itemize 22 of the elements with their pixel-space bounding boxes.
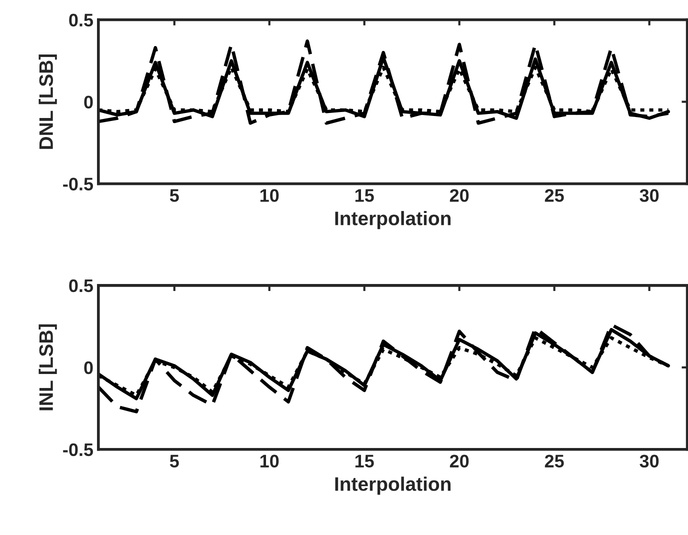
x-tick-label: 30 (640, 454, 659, 468)
x-axis-title: Interpolation (335, 211, 451, 230)
x-tick-label: 5 (170, 189, 179, 202)
y-tick-label: -0.5 (63, 178, 94, 190)
x-tick-label: 30 (640, 189, 659, 202)
x-tick-label: 25 (544, 454, 564, 468)
x-tick-label: 10 (260, 189, 279, 202)
y-tick-label: 0.5 (69, 14, 94, 27)
x-tick-label: 25 (544, 189, 564, 202)
y-tick-label: -0.5 (63, 443, 94, 456)
y-tick-label: 0.5 (69, 279, 94, 292)
x-tick-label: 15 (355, 454, 374, 468)
x-axis-title: Interpolation (335, 476, 451, 495)
x-tick-label: 20 (450, 454, 469, 468)
x-tick-label: 5 (170, 454, 179, 468)
y-tick-label: 0 (84, 96, 93, 108)
x-tick-label: 15 (355, 189, 374, 202)
y-tick-label: 0 (84, 361, 93, 374)
y-axis-title: DNL [LSB] (38, 54, 57, 149)
x-tick-label: 10 (260, 454, 279, 468)
x-tick-label: 20 (450, 189, 469, 202)
y-axis-title: INL [LSB] (38, 324, 57, 410)
